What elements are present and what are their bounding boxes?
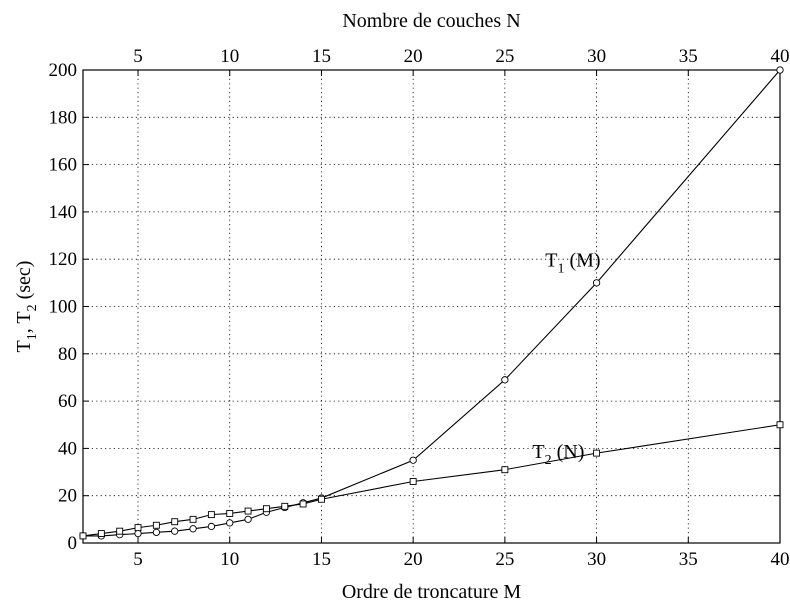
tick-label-y: 80 (58, 344, 77, 365)
data-point-square (299, 500, 307, 508)
annotation-t2-sub: 2 (545, 453, 552, 468)
annotation-t1: T1 (M) (545, 249, 600, 276)
tick-label-y: 120 (49, 249, 78, 270)
data-point-circle (244, 515, 252, 523)
x-axis-label: Ordre de troncature M (342, 581, 522, 603)
series-group (79, 66, 784, 540)
y-axis-label-sub2: 2 (25, 304, 40, 311)
data-point-circle (189, 525, 197, 533)
data-point-square (776, 421, 784, 429)
tick-labels: 5 10 15 20 25 30 35 40 5 10 15 20 25 30 35 40 0 20 40 60 80 1… (49, 46, 790, 570)
data-point-square (134, 524, 142, 532)
y-axis-label-unit: (sec) (13, 261, 35, 305)
data-point-square (226, 509, 234, 517)
data-point-square (593, 449, 601, 457)
tick-label-x-top: 40 (771, 46, 790, 67)
top-x-axis-label: Nombre de couches N (342, 10, 520, 32)
data-point-circle (171, 527, 179, 535)
tick-label-x-top: 25 (495, 46, 514, 67)
tick-label-x: 25 (495, 549, 514, 570)
annotation-t2: T2 (N) (532, 441, 584, 468)
tick-label-x-top: 35 (679, 46, 698, 67)
tick-label-y: 60 (58, 391, 77, 412)
series-2 (79, 421, 784, 540)
data-point-square (409, 478, 417, 485)
data-point-circle (592, 279, 601, 287)
data-point-square (262, 505, 270, 513)
data-point-square (116, 527, 124, 535)
tick-label-y: 100 (49, 297, 78, 318)
data-point-circle (409, 456, 417, 464)
tick-label-y: 40 (58, 438, 77, 459)
annotation-t2-label: T (532, 441, 544, 463)
y-axis-label-t1: T (13, 340, 35, 352)
series-1 (79, 66, 784, 540)
tick-label-x: 15 (312, 549, 331, 570)
series-line-1 (83, 69, 781, 537)
data-point-square (281, 502, 289, 510)
tick-label-y: 200 (49, 60, 78, 81)
annotation-t1-sub: 1 (557, 261, 564, 276)
tick-label-x: 5 (133, 549, 143, 570)
tick-label-y: 160 (49, 155, 78, 176)
tick-label-x-top: 30 (587, 46, 606, 67)
tick-label-x-top: 20 (404, 46, 423, 67)
data-point-square (79, 532, 87, 540)
data-point-square (97, 530, 105, 537)
tick-label-y: 140 (49, 202, 78, 223)
y-axis-label-sub1: 1 (25, 333, 40, 340)
data-point-square (317, 495, 325, 503)
tick-label-x: 10 (220, 549, 239, 570)
tick-label-x: 20 (404, 549, 423, 570)
tick-label-x-top: 5 (133, 46, 143, 67)
tick-label-y: 20 (58, 486, 77, 507)
data-point-square (244, 507, 252, 515)
y-axis-label-mid: , T (13, 311, 35, 333)
data-point-square (152, 521, 160, 529)
tick-label-y: 0 (68, 533, 78, 554)
tick-label-x-top: 10 (220, 46, 239, 67)
grid-lines (83, 70, 780, 543)
annotation-t1-label: T (545, 249, 557, 271)
data-point-circle (207, 522, 216, 531)
data-point-square (171, 518, 179, 526)
tick-label-x: 40 (771, 549, 790, 570)
series-line-2 (82, 424, 781, 537)
annotation-t2-rest: (N) (552, 441, 585, 463)
tick-label-x: 30 (587, 549, 606, 570)
tick-label-x: 35 (679, 549, 698, 570)
y-axis-label: T1, T2 (sec) (13, 261, 40, 353)
data-point-circle (152, 528, 161, 537)
data-point-circle (501, 376, 509, 384)
tick-label-y: 180 (49, 107, 78, 128)
data-point-square (207, 511, 215, 519)
tick-label-x-top: 15 (312, 46, 331, 67)
data-point-square (501, 466, 509, 474)
data-point-circle (226, 519, 234, 527)
data-point-circle (776, 66, 784, 74)
annotation-t1-rest: (M) (564, 249, 600, 271)
data-point-circle (134, 529, 142, 538)
data-point-square (189, 515, 197, 523)
